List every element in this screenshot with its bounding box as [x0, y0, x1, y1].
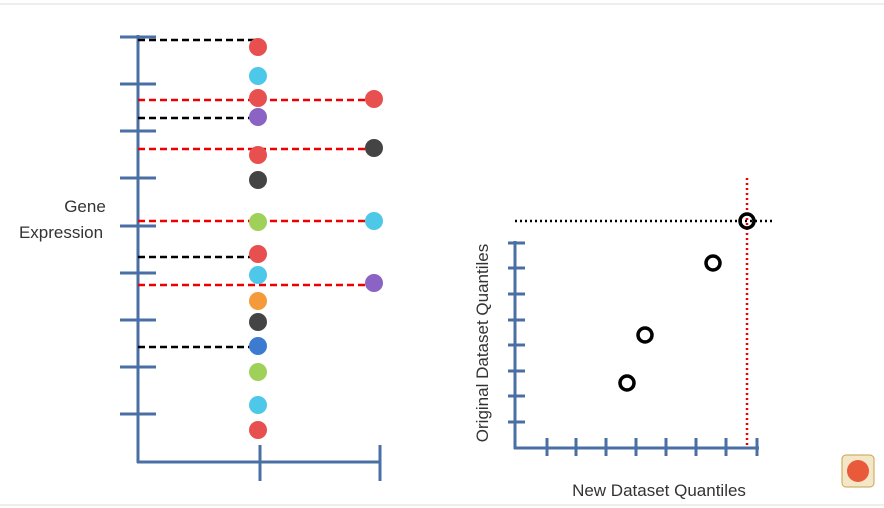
quantile-points — [618, 212, 756, 392]
logo — [841, 454, 875, 488]
y-axis-label: Original Dataset Quantiles — [473, 244, 492, 442]
x-axis-label: New Dataset Quantiles — [572, 481, 746, 500]
right-axes — [508, 241, 759, 456]
left-label-line-2: Expression — [19, 223, 103, 242]
right-guides — [515, 178, 772, 448]
dots — [249, 38, 383, 439]
left-axes — [120, 35, 382, 481]
dashed-lines — [138, 38, 374, 349]
left-label-line-1: Gene — [64, 197, 106, 216]
